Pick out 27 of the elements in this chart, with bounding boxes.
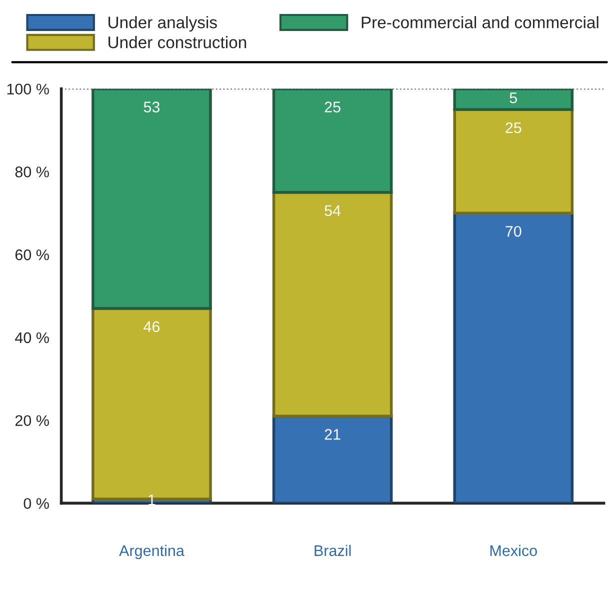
data-label: 5 (510, 92, 517, 104)
y-tick-label: 60 % (15, 249, 49, 260)
y-tick-label: 40 % (15, 332, 49, 344)
x-tick-label: Brazil (314, 544, 351, 556)
bar (453, 88, 574, 111)
legend-label: Under construction (108, 36, 246, 48)
x-tick-label: Mexico (490, 544, 537, 556)
legend-label: Under analysis (108, 16, 217, 32)
x-tick-label: Argentina (119, 544, 184, 560)
y-tick-label: 100 % (7, 84, 49, 94)
data-label: 46 (144, 321, 160, 332)
y-tick-label: 0 % (24, 498, 49, 509)
data-label: 25 (506, 122, 522, 134)
bar (453, 212, 574, 504)
data-label: 21 (324, 429, 340, 440)
data-label: 25 (324, 102, 340, 112)
legend-label: Pre-commercial and commercial (362, 16, 598, 28)
bar (92, 88, 212, 310)
data-label: 70 (506, 226, 522, 237)
y-tick-label: 20 % (15, 415, 49, 426)
bar (272, 88, 393, 194)
bar (272, 191, 393, 418)
bar (453, 108, 574, 215)
data-label: 53 (144, 102, 160, 112)
y-tick-label: 80 % (15, 166, 49, 178)
data-label: 54 (324, 205, 341, 216)
bar (272, 414, 393, 504)
